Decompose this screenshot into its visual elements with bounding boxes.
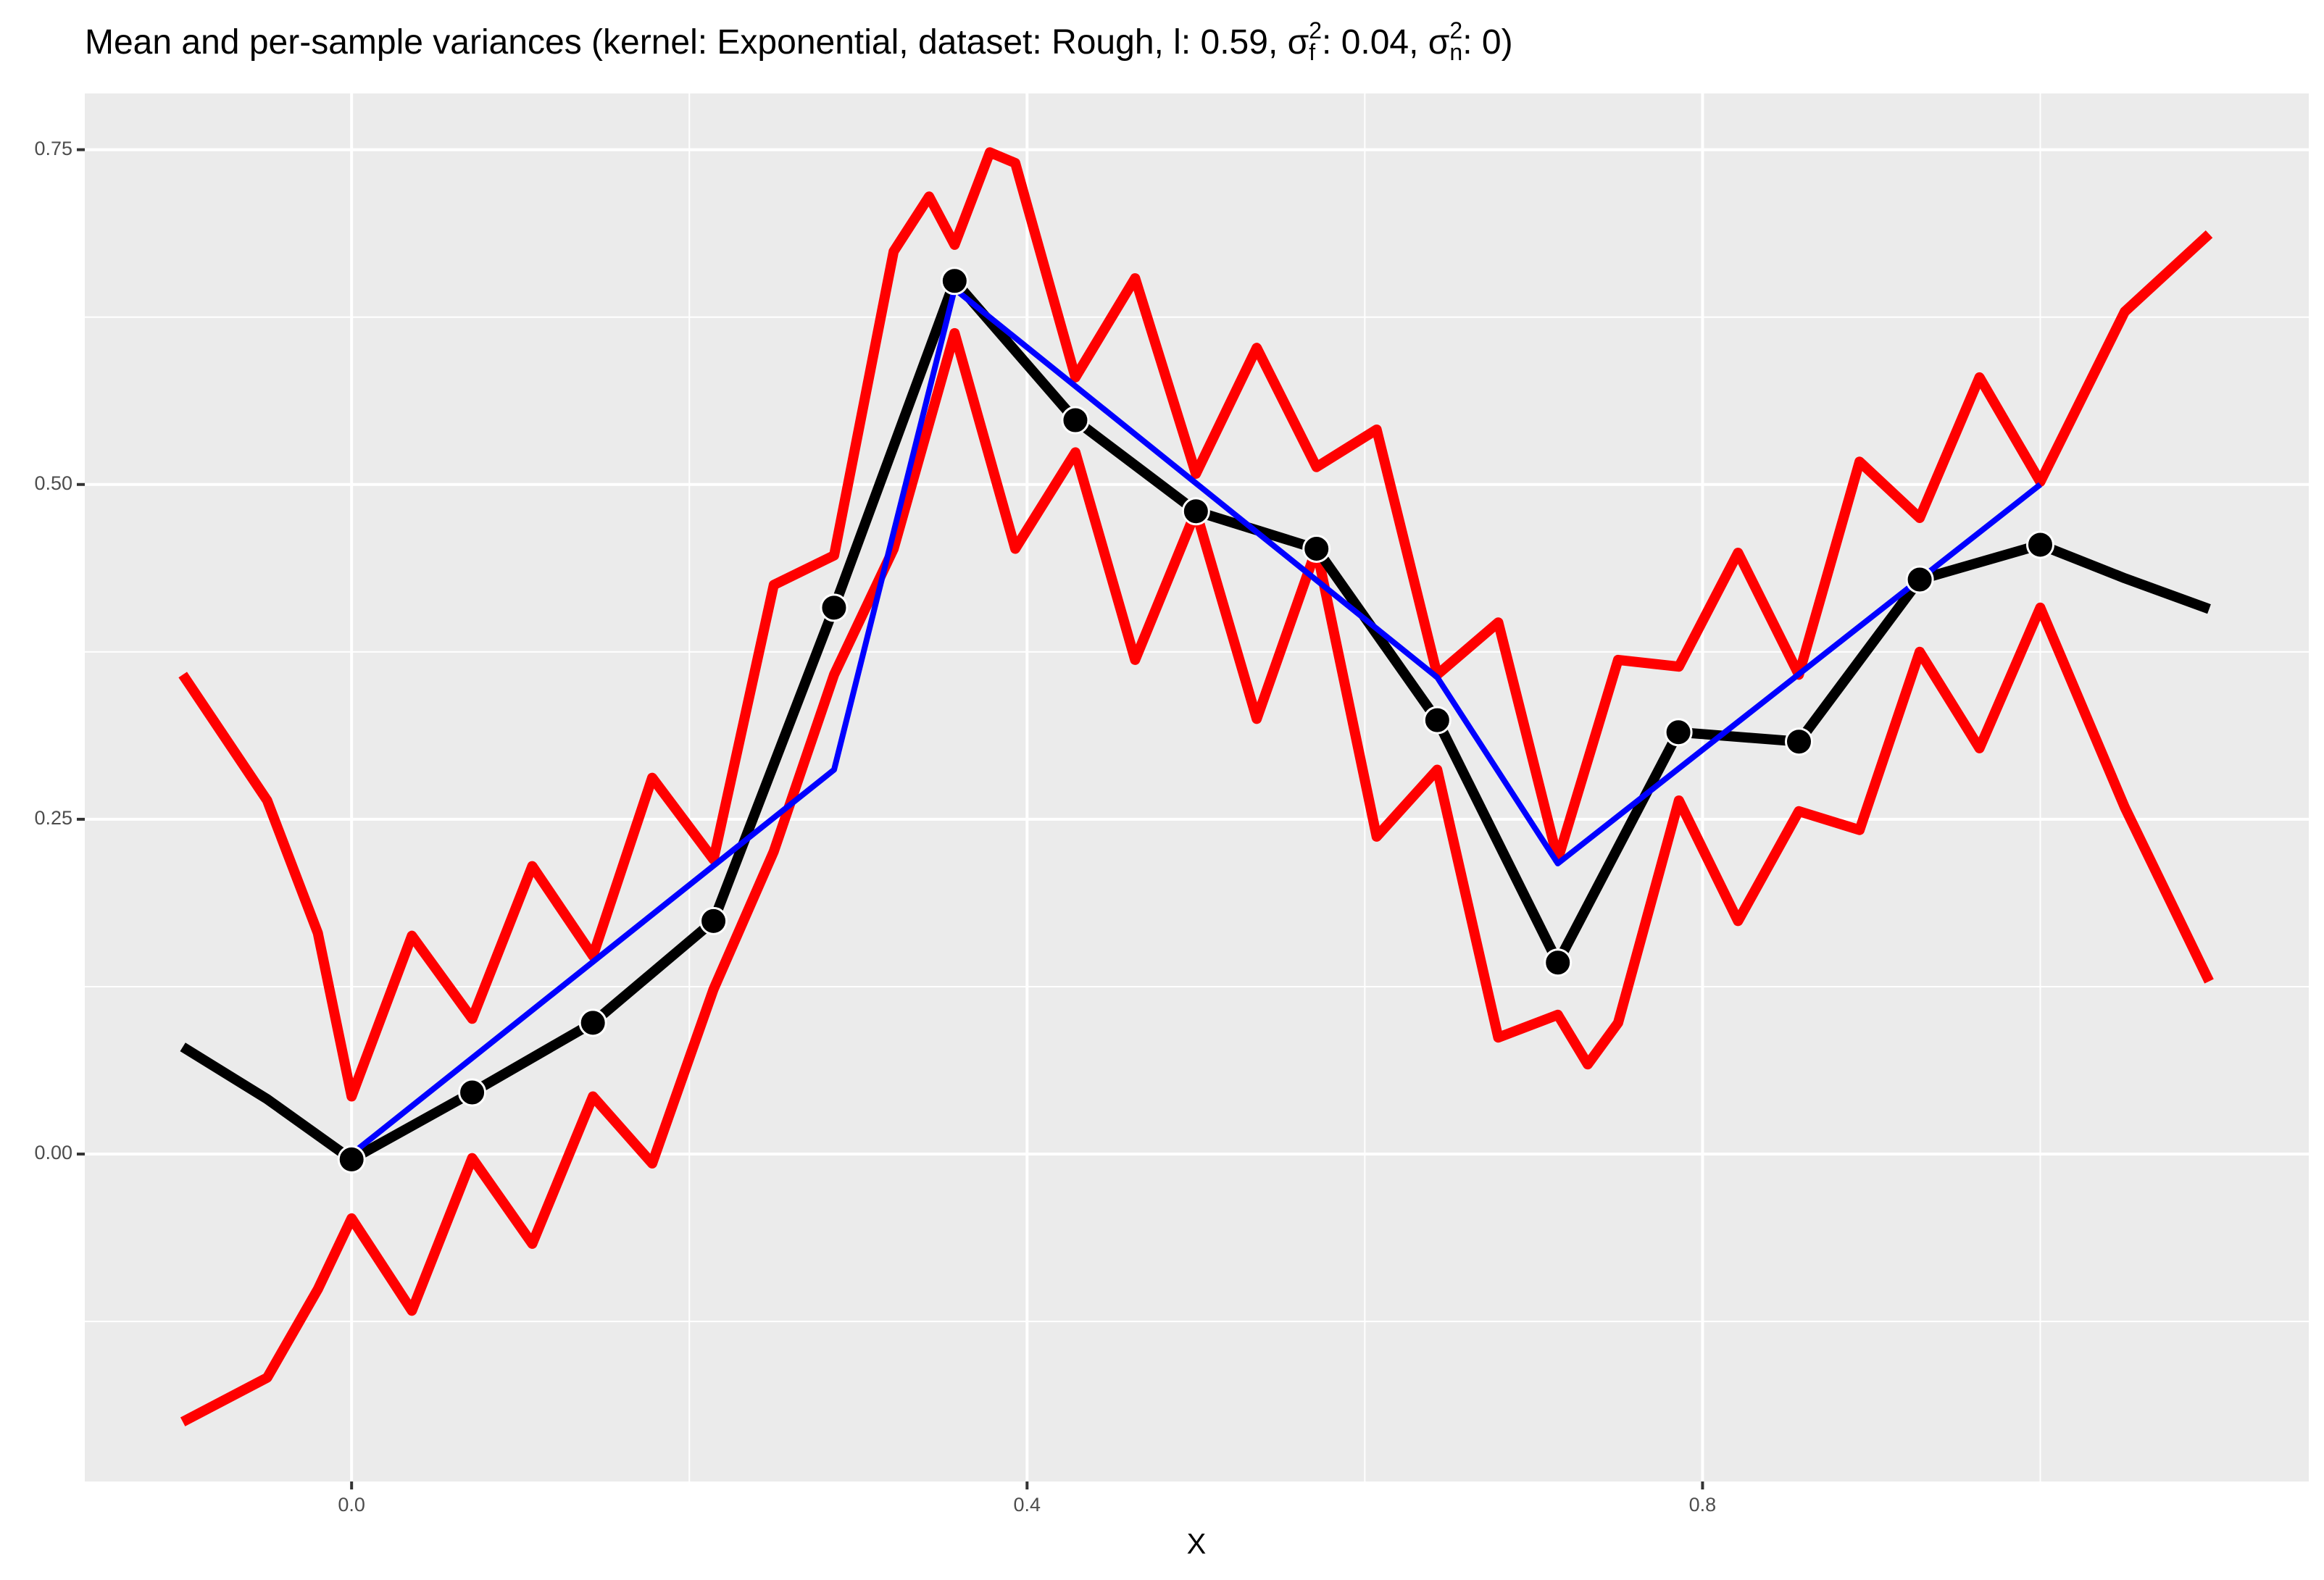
y-tick-label: 0.75 <box>34 138 72 159</box>
y-tick-label: 0.50 <box>34 472 72 494</box>
y-tick-label: 0.00 <box>34 1142 72 1163</box>
series-line <box>178 147 2213 1102</box>
data-point <box>940 267 969 296</box>
title-part: 2 <box>1309 17 1322 43</box>
title-part: : 0) <box>1462 23 1512 62</box>
series-line <box>349 285 2042 1157</box>
x-tick-label: 0.4 <box>1014 1494 1041 1516</box>
data-point <box>1061 406 1090 435</box>
data-point <box>337 1145 366 1174</box>
data-point <box>1302 534 1331 563</box>
data-point <box>820 593 849 622</box>
title-part: 2 <box>1449 17 1462 43</box>
data-point <box>1784 727 1813 756</box>
panel-background <box>85 93 2309 1481</box>
data-point <box>1181 497 1210 526</box>
data-point <box>699 906 728 935</box>
x-axis-label: X <box>1187 1529 1207 1560</box>
title-part: Mean and per-sample variances (kernel: E… <box>85 23 1309 62</box>
chart-title: Mean and per-sample variances (kernel: E… <box>85 17 1513 65</box>
title-part: n <box>1449 39 1462 65</box>
data-point <box>2025 530 2054 559</box>
data-point <box>578 1008 607 1037</box>
x-tick-label: 0.8 <box>1689 1494 1717 1516</box>
x-tick-label: 0.0 <box>338 1494 365 1516</box>
axes: 0.0 0.4 0.8 0.00 0.25 0.50 0.75 <box>34 138 1716 1516</box>
data-point <box>1544 948 1573 977</box>
data-point <box>1905 565 1934 594</box>
data-point <box>1423 706 1452 735</box>
title-part: : 0.04, σ <box>1322 23 1449 62</box>
data-point <box>458 1078 487 1107</box>
data-point <box>1664 718 1693 747</box>
y-tick-label: 0.25 <box>34 807 72 829</box>
plot-area <box>178 147 2214 1426</box>
title-part: f <box>1309 39 1315 65</box>
